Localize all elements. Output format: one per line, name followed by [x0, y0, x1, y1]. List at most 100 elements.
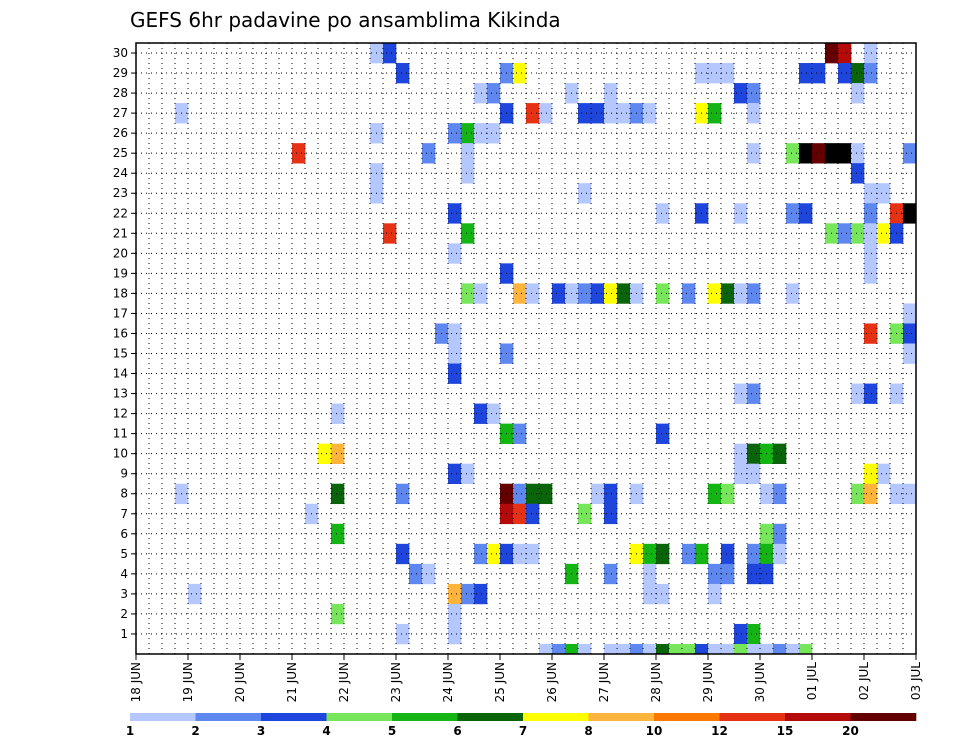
heatmap-cell: [448, 463, 462, 485]
heatmap-cells: [175, 43, 917, 655]
heatmap-cell: [656, 423, 670, 444]
heatmap-cell: [604, 283, 618, 304]
x-tick-label: 30 JUN: [753, 662, 767, 702]
y-tick-label: 25: [113, 146, 128, 160]
heatmap-cell: [669, 643, 683, 655]
y-tick-label: 1: [120, 627, 128, 641]
y-tick-label: 13: [113, 387, 128, 401]
heatmap-cell: [877, 223, 891, 244]
heatmap-cell: [331, 603, 345, 625]
heatmap-cell: [513, 503, 527, 525]
heatmap-cell: [864, 323, 878, 344]
y-tick-label: 10: [113, 447, 128, 461]
x-tick-label: 02 JUL: [857, 662, 871, 700]
heatmap-cell: [773, 543, 787, 565]
heatmap-cell: [708, 483, 722, 505]
heatmap-cell: [708, 103, 722, 124]
heatmap-cell: [604, 83, 618, 104]
x-tick-label: 27 JUN: [597, 662, 611, 702]
heatmap-cell: [383, 223, 397, 244]
y-tick-label: 7: [120, 507, 128, 521]
heatmap-cell: [604, 103, 618, 124]
heatmap-cell: [903, 143, 917, 164]
heatmap-cell: [747, 463, 761, 485]
heatmap-cell: [643, 103, 657, 124]
heatmap-cell: [448, 583, 462, 605]
heatmap-cell: [903, 303, 917, 324]
y-tick-label: 18: [113, 286, 128, 300]
heatmap-cell: [877, 183, 891, 204]
colorbar-label: 4: [322, 724, 330, 738]
heatmap-cell: [864, 63, 878, 84]
heatmap-cell: [461, 163, 475, 184]
heatmap-cell: [721, 643, 735, 655]
heatmap-cell: [604, 563, 618, 585]
heatmap-cell: [448, 343, 462, 364]
heatmap-cell: [851, 163, 865, 184]
heatmap-cell: [331, 523, 345, 545]
x-tick-label: 03 JUL: [909, 662, 923, 700]
y-tick-label: 14: [113, 367, 128, 381]
heatmap-cell: [448, 323, 462, 344]
colorbar-segment: [457, 713, 524, 721]
heatmap-cell: [474, 583, 488, 605]
heatmap-cell: [786, 203, 800, 224]
heatmap-cell: [513, 63, 527, 84]
heatmap-cell: [565, 643, 579, 655]
heatmap-cell: [526, 283, 540, 304]
heatmap-cell: [747, 143, 761, 164]
x-tick-label: 24 JUN: [441, 662, 455, 702]
heatmap-cell: [747, 283, 761, 304]
heatmap-cell: [682, 283, 696, 304]
heatmap-cell: [591, 283, 605, 304]
heatmap-cell: [903, 323, 917, 344]
heatmap-cell: [864, 383, 878, 404]
heatmap-cell: [682, 543, 696, 565]
heatmap-cell: [461, 123, 475, 144]
x-tick-label: 25 JUN: [493, 662, 507, 702]
heatmap-cell: [786, 143, 800, 164]
heatmap-cell: [864, 483, 878, 505]
x-tick-label: 29 JUN: [701, 662, 715, 702]
heatmap-cell: [747, 103, 761, 124]
heatmap-cell: [604, 503, 618, 525]
colorbar-label: 5: [388, 724, 396, 738]
heatmap-cell: [734, 203, 748, 224]
heatmap-cell: [734, 283, 748, 304]
heatmap-cell: [903, 203, 917, 224]
heatmap-cell: [812, 143, 826, 164]
y-tick-label: 5: [120, 547, 128, 561]
heatmap-cell: [331, 403, 345, 424]
heatmap-cell: [864, 183, 878, 204]
heatmap-cell: [773, 443, 787, 464]
heatmap-cell: [838, 143, 852, 164]
heatmap-cell: [578, 103, 592, 124]
heatmap-cell: [617, 283, 631, 304]
colorbar-label: 6: [453, 724, 461, 738]
heatmap-cell: [682, 643, 696, 655]
heatmap-cell: [604, 483, 618, 505]
heatmap-cell: [331, 443, 345, 464]
y-tick-label: 4: [120, 567, 128, 581]
heatmap-cell: [474, 543, 488, 565]
heatmap-cell: [734, 443, 748, 464]
heatmap-cell: [747, 623, 761, 645]
heatmap-cell: [552, 643, 566, 655]
heatmap-cell: [734, 83, 748, 104]
heatmap-cell: [539, 643, 553, 655]
heatmap-cell: [461, 583, 475, 605]
colorbar-label: 10: [646, 724, 663, 738]
y-tick-label: 30: [113, 46, 128, 60]
heatmap-cell: [708, 643, 722, 655]
heatmap-cell: [461, 143, 475, 164]
heatmap-cell: [747, 83, 761, 104]
heatmap-cell: [643, 543, 657, 565]
heatmap-cell: [448, 623, 462, 645]
heatmap-cell: [851, 223, 865, 244]
heatmap-cell: [734, 643, 748, 655]
x-tick-label: 01 JUL: [805, 662, 819, 700]
heatmap-cell: [617, 643, 631, 655]
heatmap-cell: [786, 283, 800, 304]
y-tick-label: 20: [113, 246, 128, 260]
